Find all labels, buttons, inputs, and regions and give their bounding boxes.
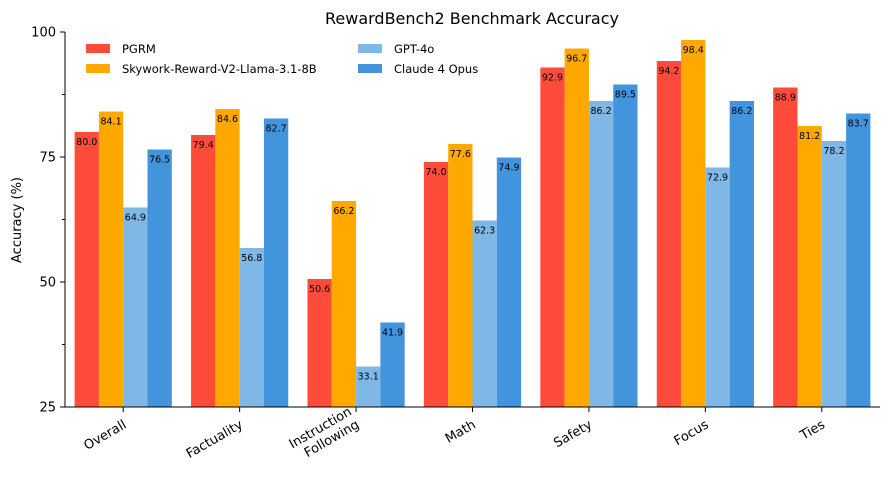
bar-5-3 [729,101,754,407]
data-label-5-1: 98.4 [683,45,704,56]
x-tick-label-6: Ties [797,417,828,444]
legend: PGRM Skywork-Reward-V2-Llama-3.1-8B GPT-4o… [86,42,478,76]
y-tick-label-3: 100 [31,26,56,41]
y-axis-label: Accuracy (%) [10,177,25,263]
y-tick-label-0: 25 [39,401,56,416]
data-label-4-2: 86.2 [591,106,612,117]
data-label-5-2: 72.9 [707,173,728,184]
legend-label-1: Skywork-Reward-V2-Llama-3.1-8B [122,62,317,76]
bar-4-0 [540,67,565,407]
legend-label-3: Claude 4 Opus [394,62,478,76]
bar-3-3 [496,157,522,407]
data-label-3-3: 74.9 [498,163,519,174]
bar-5-1 [681,40,706,407]
data-label-2-1: 66.2 [333,206,354,217]
bar-1-3 [263,118,289,407]
bar-3-2 [472,220,497,407]
data-label-6-0: 88.9 [775,93,796,104]
data-label-0-1: 84.1 [100,117,121,128]
bar-4-1 [564,48,589,407]
bar-0-2 [123,207,148,407]
data-label-4-3: 89.5 [615,90,636,101]
x-tick-label-3: Math [443,417,479,446]
data-label-1-1: 84.6 [217,114,238,125]
bar-0-0 [74,132,99,407]
data-label-0-3: 76.5 [149,155,170,166]
data-label-1-3: 82.7 [266,124,287,135]
bar-2-2 [356,366,381,407]
bar-6-3 [846,113,871,407]
data-label-4-0: 92.9 [542,73,563,84]
data-label-5-3: 86.2 [731,106,752,117]
bar-3-0 [423,162,449,407]
data-label-1-0: 79.4 [193,140,214,151]
data-label-3-0: 74.0 [425,167,446,178]
plot-area: 80.0 79.4 50.6 74.0 92.9 94.2 88.9 84.1 84.6 66.2… [31,26,880,465]
bar-0-1 [98,111,124,407]
bar-5-2 [705,167,730,407]
y-tick-label-2: 75 [39,151,56,166]
bar-2-0 [307,279,332,407]
bar-1-2 [239,248,264,407]
data-label-3-1: 77.6 [450,149,471,160]
bar-2-3 [380,322,405,407]
data-label-6-1: 81.2 [799,131,820,142]
bar-4-2 [588,101,614,407]
x-tick-label-4: Safety [551,417,595,451]
data-label-6-3: 83.7 [848,119,869,130]
bar-0-3 [147,149,172,407]
bar-6-2 [821,141,847,407]
legend-swatch-2 [358,44,382,53]
bar-1-0 [191,135,216,407]
x-tick-label-1: Factuality [184,417,246,462]
legend-swatch-3 [358,64,382,73]
bar-5-0 [656,61,682,407]
data-label-2-2: 33.1 [358,372,379,383]
legend-swatch-1 [86,64,110,73]
data-label-2-0: 50.6 [309,284,330,295]
data-label-6-2: 78.2 [823,146,844,157]
bar-2-1 [331,201,357,407]
bar-6-0 [773,87,798,407]
data-label-3-2: 62.3 [474,226,495,237]
data-label-0-2: 64.9 [125,213,146,224]
x-tick-label-2: InstructionFollowing [287,404,362,465]
legend-label-0: PGRM [122,42,156,56]
legend-label-2: GPT-4o [394,42,434,56]
bar-1-1 [215,109,240,407]
x-tick-label-0: Overall [81,417,129,453]
bar-3-1 [448,144,473,407]
data-label-1-2: 56.8 [241,253,262,264]
legend-swatch-0 [86,44,110,53]
bar-4-3 [613,84,638,407]
data-label-5-0: 94.2 [658,66,679,77]
y-tick-label-1: 50 [39,276,56,291]
bar-6-1 [797,126,822,407]
data-label-4-1: 96.7 [566,54,587,65]
chart-title: RewardBench2 Benchmark Accuracy [325,9,619,28]
x-tick-label-5: Focus [672,417,712,449]
data-label-2-3: 41.9 [382,328,403,339]
data-label-0-0: 80.0 [76,137,97,148]
